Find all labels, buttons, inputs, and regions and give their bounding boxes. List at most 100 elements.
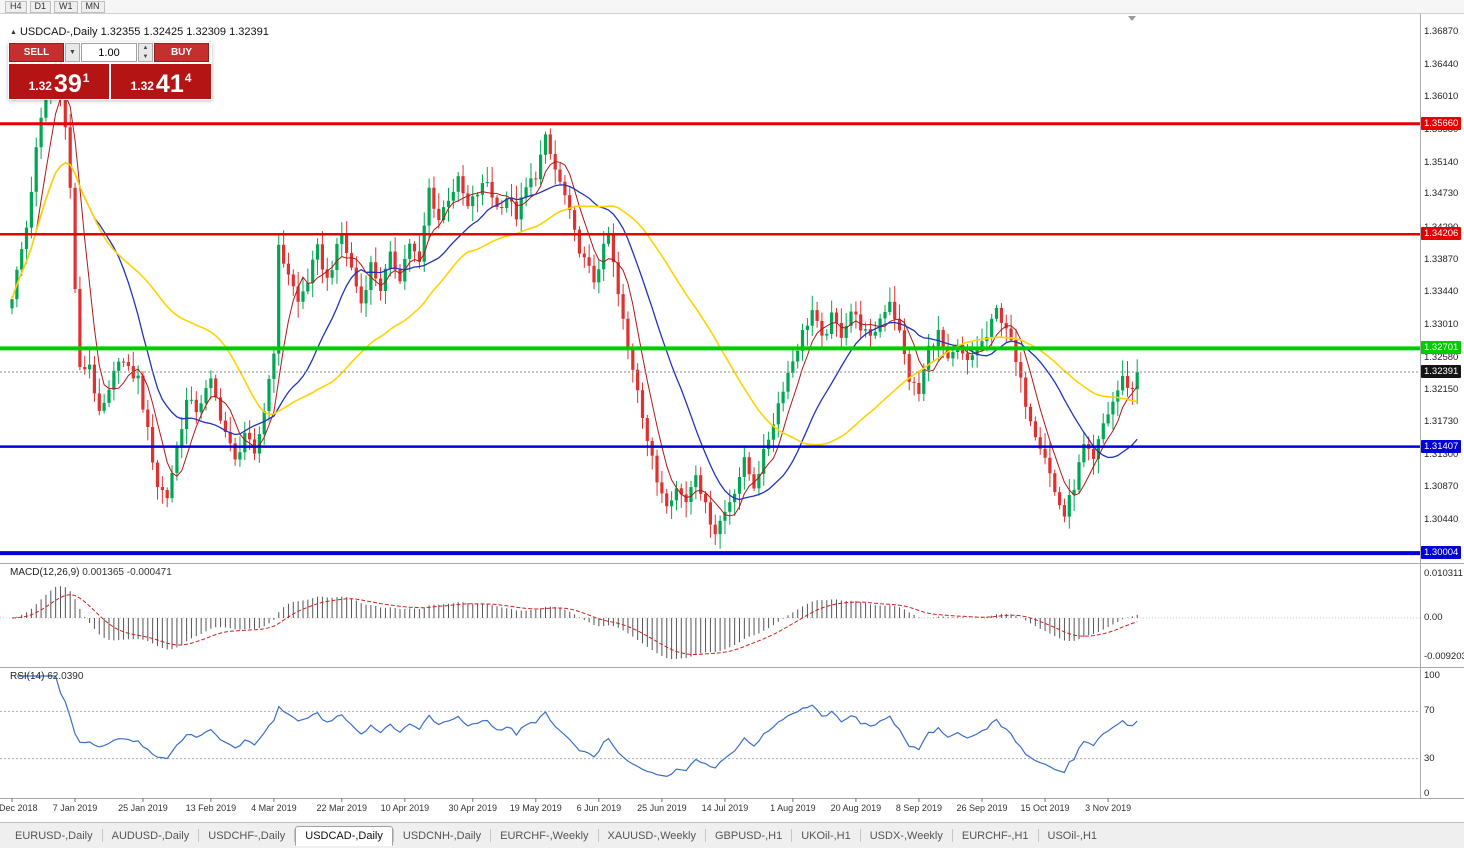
time-axis-label: 3 Nov 2019 (1085, 803, 1132, 813)
macd-label: MACD(12,26,9) 0.001365 -0.000471 (10, 567, 172, 578)
tab-separator (791, 829, 793, 842)
time-axis-label: 1 Aug 2019 (770, 803, 816, 813)
time-axis-label: 14 Jul 2019 (701, 803, 749, 813)
price-axis-tick: 1.34730 (1424, 188, 1459, 200)
chart-tab[interactable]: XAUUSD-,Weekly (607, 829, 696, 842)
timeframe-button-d1[interactable]: D1 (29, 0, 52, 13)
chart-tab[interactable]: EURUSD-,Daily (15, 829, 93, 842)
buy-price[interactable]: 1.32 41 4 (111, 64, 211, 99)
time-axis-label: 10 Apr 2019 (380, 803, 430, 813)
chart-symbol-info: ▲ USDCAD-,Daily 1.32355 1.32425 1.32309 1… (10, 26, 269, 38)
hline-price-label: 1.31407 (1421, 439, 1462, 453)
price-axis-tick: 1.33010 (1424, 318, 1459, 330)
sell-button[interactable]: SELL (9, 43, 64, 62)
chart-tabs-bar: EURUSD-,Daily AUDUSD-,Daily USDCHF-,Daily U… (0, 822, 1464, 848)
time-axis-label: 20 Aug 2019 (830, 803, 882, 813)
volume-dropdown-button[interactable]: ▼ (65, 43, 80, 62)
sell-price-prefix: 1.32 (28, 79, 52, 93)
ohlc-high: 1.32425 (143, 26, 184, 38)
time-axis-label: 6 Jun 2019 (576, 803, 622, 813)
tab-separator (1037, 829, 1039, 842)
chart-tab[interactable]: USOil-,H1 (1047, 829, 1098, 842)
price-axis-tick: 1.32580 (1424, 351, 1459, 363)
timeframe-toolbar: H4 D1 W1 MN (0, 0, 1464, 14)
chart-tab[interactable]: UKOil-,H1 (801, 829, 851, 842)
price-axis-tick: 1.30440 (1424, 514, 1459, 526)
buy-price-big: 41 (155, 70, 184, 98)
tab-separator (101, 829, 103, 842)
buy-price-pipette: 4 (184, 71, 192, 85)
price-axis-tick: 1.36440 (1424, 58, 1459, 70)
price-axis-tick: 1.36870 (1424, 26, 1459, 37)
ohlc-open: 1.32355 (100, 26, 141, 38)
rsi-axis-label: 100 (1424, 670, 1440, 681)
time-axis-label: 19 May 2019 (509, 803, 562, 813)
tab-separator (951, 829, 953, 842)
timeframe-button-mn[interactable]: MN (80, 0, 105, 13)
macd-axis-min: -0.009203 (1424, 651, 1464, 663)
timeframe-button-h4[interactable]: H4 (5, 0, 27, 13)
tab-separator (597, 829, 599, 842)
price-axis-tick: 1.33870 (1424, 253, 1459, 265)
time-axis-label: 25 Jan 2019 (118, 803, 168, 813)
rsi-axis-label: 0 (1424, 788, 1430, 799)
tab-separator (704, 829, 706, 842)
tab-separator (392, 829, 394, 842)
chart-tab[interactable]: EURCHF-,H1 (961, 829, 1029, 842)
price-axis-tick: 1.33440 (1424, 286, 1459, 298)
hline-price-label: 1.35660 (1421, 116, 1462, 130)
buy-price-prefix: 1.32 (130, 79, 154, 93)
chart-tab[interactable]: USDCHF-,Daily (208, 829, 286, 842)
price-axis-tick: 1.36010 (1424, 91, 1459, 103)
price-axis-tick: 1.30870 (1424, 481, 1459, 493)
ohlc-close: 1.32391 (229, 26, 269, 38)
price-axis-tick: 1.32150 (1424, 384, 1459, 396)
time-axis-label: 15 Oct 2019 (1020, 803, 1070, 813)
time-axis-label: 25 Jun 2019 (637, 803, 687, 813)
tab-separator (294, 829, 296, 842)
price-axis-tick: 1.35140 (1424, 157, 1459, 169)
time-axis-label: 30 Apr 2019 (448, 803, 498, 813)
time-axis-label: 4 Mar 2019 (251, 803, 297, 813)
buy-button[interactable]: BUY (154, 43, 209, 62)
timeframe-button-w1[interactable]: W1 (54, 0, 78, 13)
sell-price[interactable]: 1.32 39 1 (9, 64, 109, 99)
chart-tab[interactable]: AUDUSD-,Daily (111, 829, 190, 842)
chart-tab[interactable]: EURCHF-,Weekly (500, 829, 589, 842)
tab-separator (198, 829, 200, 842)
sell-price-pipette: 1 (82, 71, 90, 85)
symbol-marker-icon: ▲ (10, 29, 17, 36)
rsi-axis-label: 30 (1424, 752, 1435, 764)
chart-tab[interactable]: USDCAD-,Daily (295, 825, 393, 846)
time-axis-label: 7 Jan 2019 (52, 803, 98, 813)
spin-up-icon[interactable]: ▲ (142, 45, 149, 51)
time-axis-label: 13 Feb 2019 (185, 803, 237, 813)
price-axis-tick: 1.31730 (1424, 416, 1459, 428)
time-axis-label: 26 Sep 2019 (956, 803, 1008, 813)
current-price-label: 1.32391 (1421, 364, 1462, 378)
hline-price-label: 1.32701 (1421, 341, 1462, 355)
volume-spinner[interactable]: ▲ ▼ (138, 43, 153, 62)
macd-axis-zero: 0.00 (1424, 612, 1443, 623)
tab-separator (859, 829, 861, 842)
rsi-axis-label: 70 (1424, 705, 1435, 717)
ohlc-low: 1.32309 (186, 26, 227, 38)
spin-down-icon[interactable]: ▼ (142, 53, 149, 60)
price-axis-tick: 1.31300 (1424, 448, 1459, 460)
volume-input[interactable] (81, 43, 137, 62)
time-axis-label: 19 Dec 2018 (0, 803, 38, 813)
time-axis-label: 22 Mar 2019 (316, 803, 368, 813)
symbol-name: USDCAD-,Daily (19, 26, 98, 38)
rsi-label: RSI(14) 62.0390 (10, 671, 84, 682)
macd-axis-max: 0.010311 (1424, 568, 1463, 579)
hline-price-label: 1.30004 (1421, 546, 1462, 560)
chart-tab[interactable]: GBPUSD-,H1 (714, 829, 783, 842)
tab-separator (490, 829, 492, 842)
chart-tab[interactable]: USDCNH-,Daily (402, 829, 482, 842)
chart-tab[interactable]: USDX-,Weekly (869, 829, 943, 842)
hline-price-label: 1.34206 (1421, 227, 1462, 241)
sell-price-big: 39 (53, 70, 82, 98)
